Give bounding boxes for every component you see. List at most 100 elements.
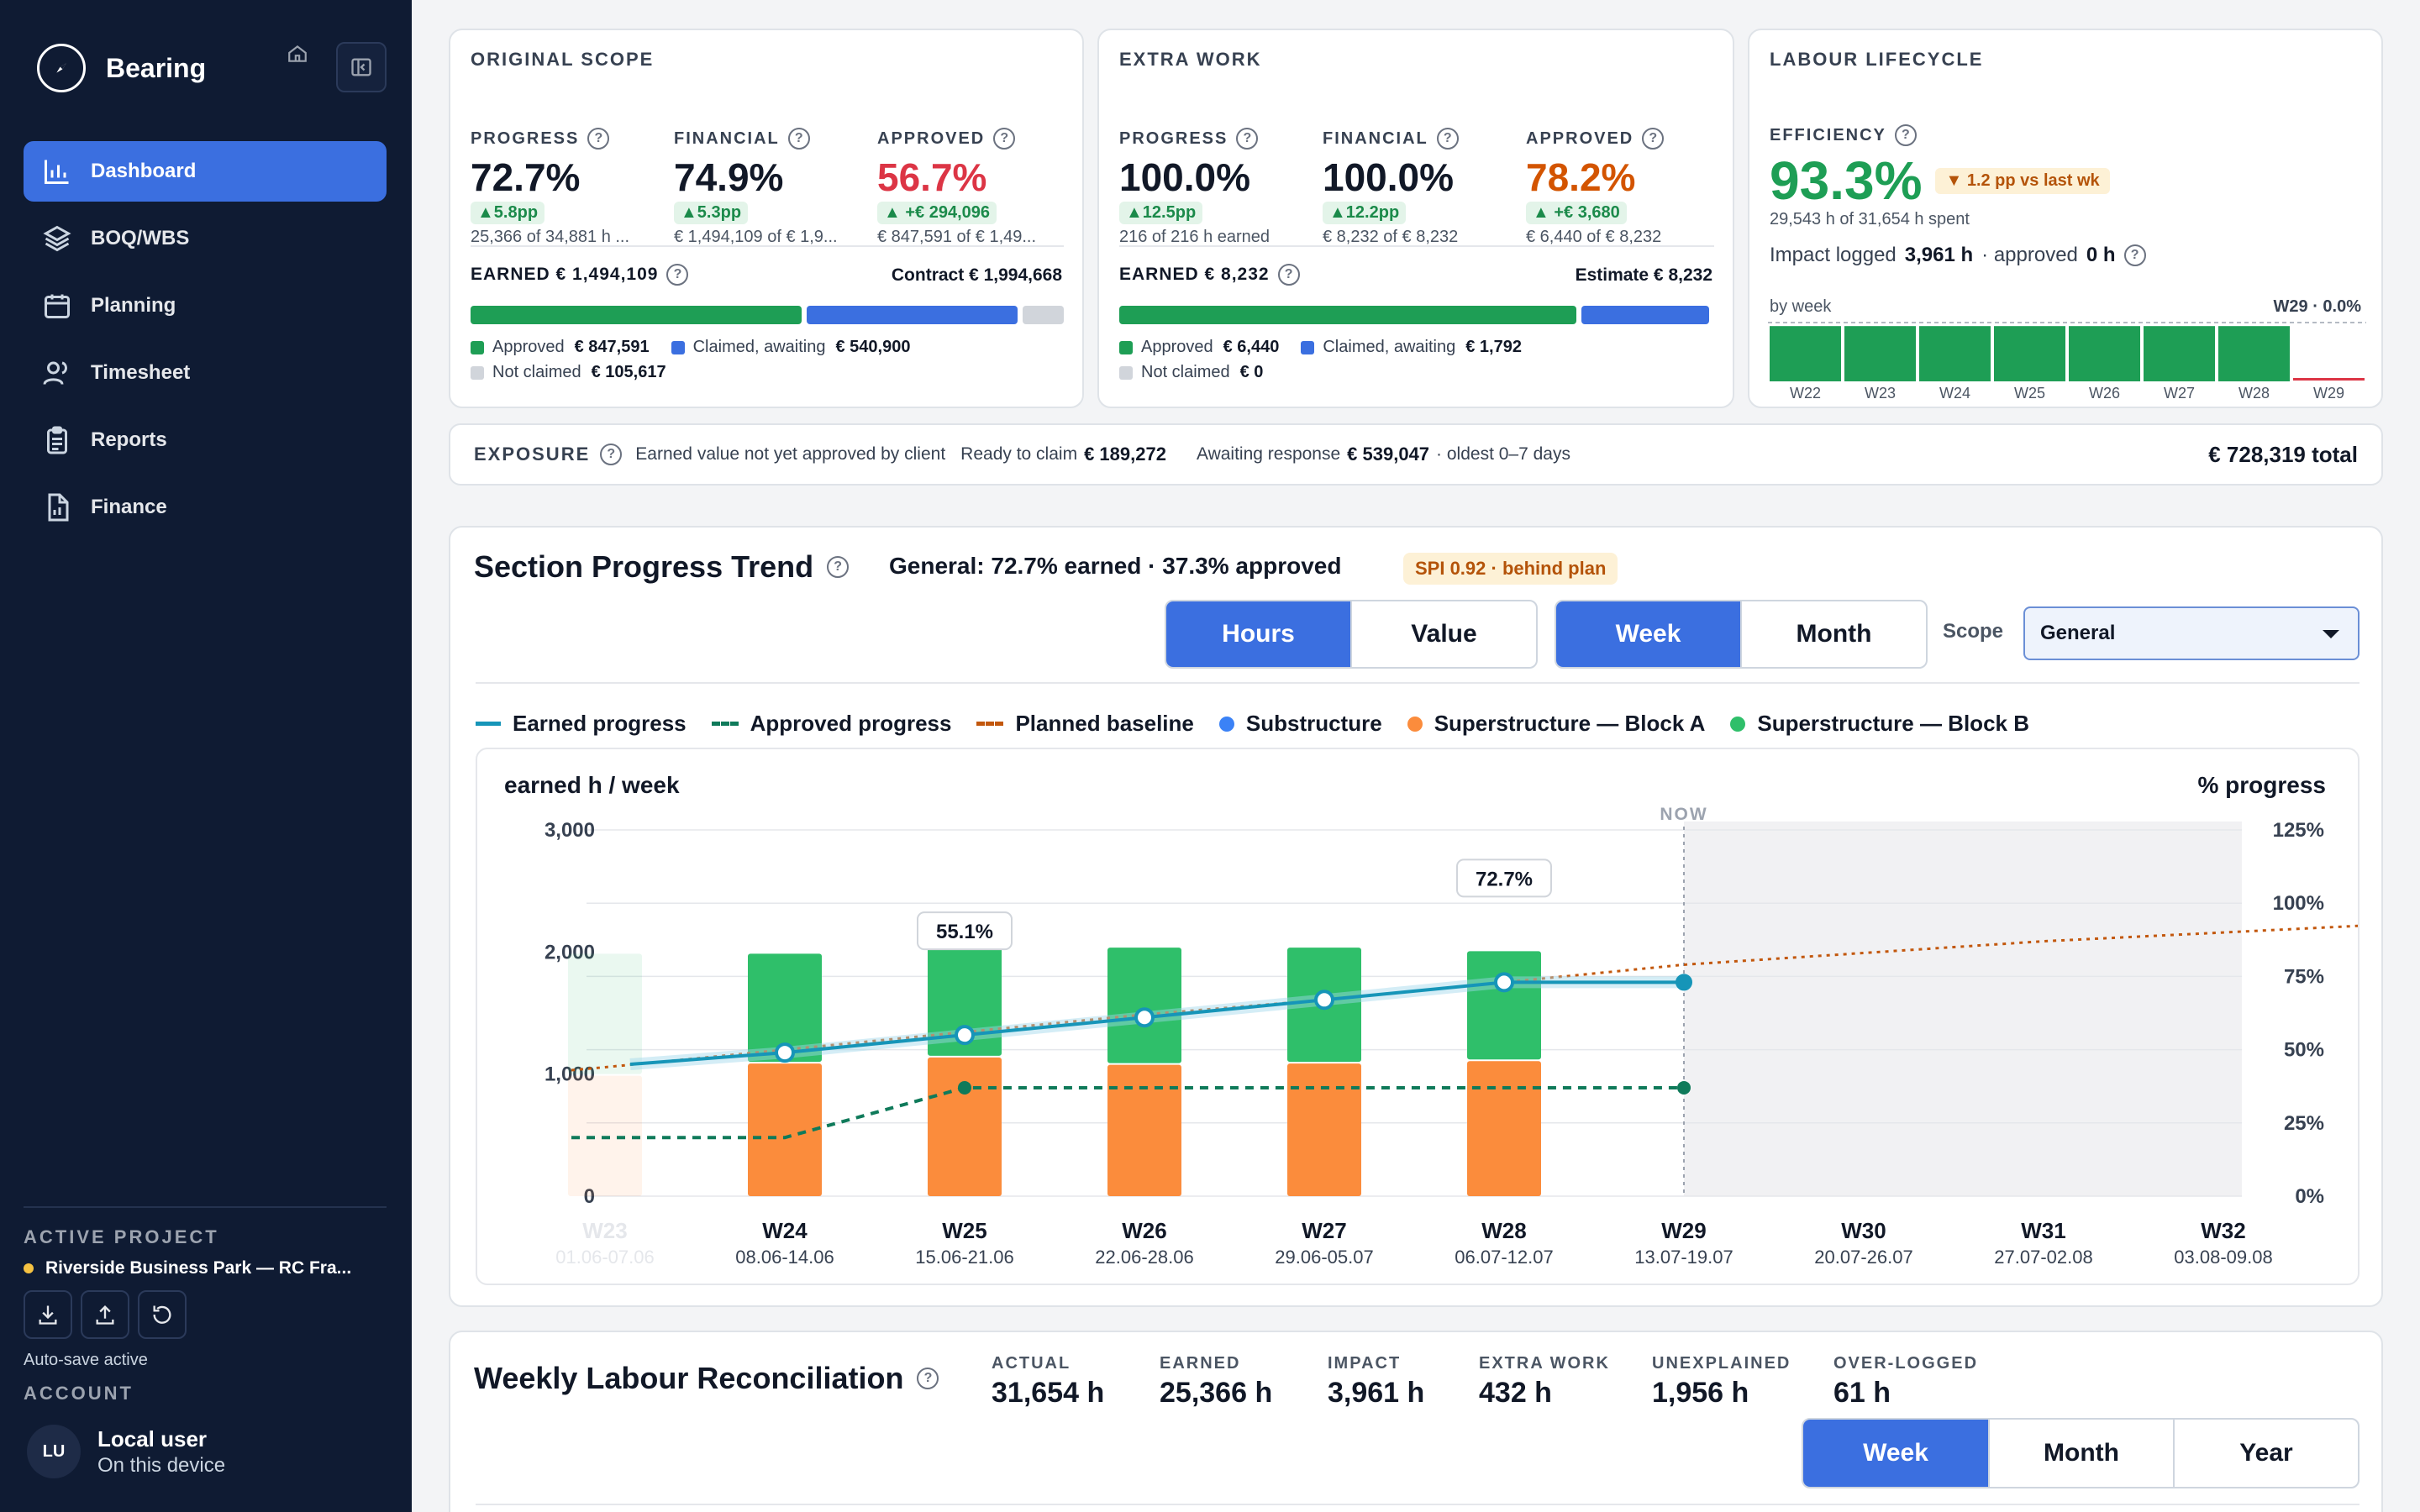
help-icon[interactable]: ?	[827, 556, 850, 578]
help-icon[interactable]: ?	[587, 128, 610, 150]
delta-chip: ▲5.3pp	[674, 202, 749, 224]
earned-metric: EARNED 25,366 h	[1160, 1354, 1272, 1410]
legend-label: Superstructure — Block A	[1434, 711, 1706, 736]
bar-superstructure-block-b	[748, 953, 822, 1063]
help-icon[interactable]: ?	[666, 264, 689, 286]
nav-item-finance[interactable]: Finance	[24, 477, 387, 538]
bar-legend-2: Not claimed € 0	[1119, 363, 1285, 382]
undo-icon	[153, 1305, 171, 1324]
metric-label: IMPACT	[1328, 1354, 1402, 1373]
help-icon[interactable]: ?	[2123, 244, 2146, 266]
help-icon[interactable]: ?	[787, 128, 810, 150]
solid-line-swatch	[476, 722, 501, 726]
help-icon[interactable]: ?	[1894, 124, 1917, 146]
date-tick-label: 06.07-12.07	[1455, 1247, 1553, 1268]
sidebar-collapse-icon	[351, 58, 371, 76]
month-toggle-button[interactable]: Month	[1740, 601, 1926, 667]
exposure-desc: Earned value not yet approved by client	[635, 444, 946, 464]
week-label: W25	[2014, 385, 2045, 400]
legend-block-a[interactable]: Superstructure — Block A	[1407, 711, 1706, 737]
home-icon[interactable]	[281, 37, 314, 71]
metric-sub: 25,366 of 34,881 h ...	[471, 228, 630, 246]
month-toggle-button[interactable]: Month	[1988, 1420, 2173, 1487]
right-tick-label: 25%	[2284, 1112, 2324, 1135]
nav-item-timesheet[interactable]: Timesheet	[24, 343, 387, 403]
help-icon[interactable]: ?	[600, 444, 623, 465]
nav-label: Timesheet	[91, 361, 191, 384]
reset-button[interactable]	[138, 1290, 187, 1339]
bar-superstructure-block-a	[1287, 1063, 1361, 1196]
hours-toggle-button[interactable]: Hours	[1166, 601, 1350, 667]
nav-item-reports[interactable]: Reports	[24, 410, 387, 470]
metric-toggle: Hours Value	[1165, 600, 1538, 669]
bar-legend-2: Not claimed € 105,617	[471, 363, 688, 382]
approved-label: · approved	[1981, 244, 2078, 266]
metric-value: 3,961 h	[1328, 1377, 1425, 1409]
week-tick-label: W23	[582, 1218, 627, 1243]
collapse-sidebar-button[interactable]	[336, 42, 387, 92]
upload-button[interactable]	[81, 1290, 129, 1339]
brand[interactable]: Bearing	[37, 44, 206, 92]
spi-badge: SPI 0.92 · behind plan	[1403, 553, 1618, 585]
impact-metric: IMPACT 3,961 h	[1328, 1354, 1424, 1410]
claimed-swatch	[1301, 340, 1315, 354]
legend-label: Earned progress	[513, 711, 687, 736]
original-scope-card: ORIGINAL SCOPE PROGRESS? 72.7% ▲5.8pp 25…	[449, 29, 1084, 408]
approved-point	[1677, 1080, 1691, 1095]
legend-block-b[interactable]: Superstructure — Block B	[1730, 711, 2029, 737]
value-toggle-button[interactable]: Value	[1350, 601, 1536, 667]
financial-metric: FINANCIAL? 74.9% ▲5.3pp € 1,494,109 of €…	[674, 128, 867, 247]
legend-planned[interactable]: Planned baseline	[976, 711, 1194, 737]
legend-value: € 105,617	[591, 363, 666, 381]
efficiency-bar	[2069, 326, 2140, 381]
metric-label: UNEXPLAINED	[1652, 1354, 1791, 1373]
left-tick-label: 2,000	[544, 941, 595, 963]
delta-chip: ▲ +€ 294,096	[877, 202, 997, 224]
project-actions	[24, 1290, 187, 1339]
approved-metric: APPROVED? 78.2% ▲ +€ 3,680 € 6,440 of € …	[1526, 128, 1719, 247]
delta-chip: ▲12.5pp	[1119, 202, 1203, 224]
weekly-labour-reconciliation-card: Weekly Labour Reconciliation? ACTUAL 31,6…	[449, 1331, 2383, 1512]
week-toggle-button[interactable]: Week	[1556, 601, 1740, 667]
efficiency-value: 93.3%	[1770, 150, 1923, 211]
week-toggle-button[interactable]: Week	[1803, 1420, 1988, 1487]
help-icon[interactable]: ?	[1277, 264, 1300, 286]
labour-lifecycle-card: LABOUR LIFECYCLE EFFICIENCY? 93.3% ▼ 1.2 …	[1748, 29, 2383, 408]
legend-value: € 540,900	[835, 338, 911, 356]
efficiency-bar	[1919, 326, 1991, 381]
nav-item-boq-wbs[interactable]: BOQ/WBS	[24, 208, 387, 269]
download-button[interactable]	[24, 1290, 72, 1339]
status-dot-icon	[24, 1263, 34, 1273]
help-icon[interactable]: ?	[917, 1368, 939, 1389]
exposure-total: € 728,319 total	[2208, 441, 2358, 467]
week-tick-label: W27	[1302, 1218, 1346, 1243]
calendar-icon	[45, 294, 70, 318]
download-icon	[39, 1305, 57, 1325]
section-progress-trend-card: Section Progress Trend? General: 72.7% e…	[449, 526, 2383, 1307]
callout-label: 72.7%	[1476, 868, 1533, 890]
year-toggle-button[interactable]: Year	[2173, 1420, 2358, 1487]
metric-label: PROGRESS	[1119, 129, 1228, 148]
scope-label: Scope	[1943, 620, 2004, 643]
user-account[interactable]: LU Local user On this device	[27, 1425, 225, 1478]
help-icon[interactable]: ?	[1236, 128, 1259, 150]
legend-substructure[interactable]: Substructure	[1218, 711, 1382, 737]
divider	[476, 1504, 2360, 1505]
nav-item-planning[interactable]: Planning	[24, 276, 387, 336]
active-project[interactable]: Riverside Business Park — RC Fra...	[24, 1258, 351, 1278]
legend-value: € 1,792	[1465, 338, 1522, 356]
legend-approved[interactable]: Approved progress	[711, 711, 952, 737]
delta-chip: ▲5.8pp	[471, 202, 545, 224]
nav-item-dashboard[interactable]: Dashboard	[24, 141, 387, 202]
week-tick-label: W32	[2201, 1218, 2245, 1243]
left-tick-label: 1,000	[544, 1063, 595, 1086]
exposure-bar: EXPOSURE ? Earned value not yet approved…	[449, 423, 2383, 486]
legend-earned[interactable]: Earned progress	[476, 711, 687, 737]
efficiency-delta-chip: ▼ 1.2 pp vs last wk	[1935, 167, 2110, 194]
help-icon[interactable]: ?	[993, 128, 1016, 150]
legend-label: Approved progress	[750, 711, 952, 736]
help-icon[interactable]: ?	[1642, 128, 1665, 150]
scope-select[interactable]: General	[2023, 606, 2360, 660]
week-label: W29	[2313, 385, 2344, 400]
help-icon[interactable]: ?	[1436, 128, 1459, 150]
